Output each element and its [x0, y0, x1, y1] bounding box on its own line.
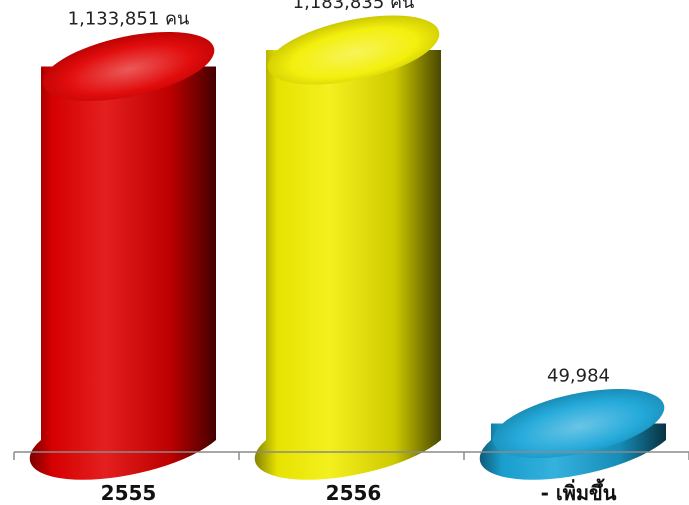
bar-top [492, 389, 665, 459]
bar-top [42, 31, 215, 101]
labels-layer: 1,133,851 คน 2555 1,183,835 คน 2556 49,984 - … [68, 0, 617, 505]
bars-layer [29, 15, 666, 480]
tick-label-2555: 2555 [101, 481, 157, 505]
bar-2555 [29, 31, 216, 480]
bar-body [29, 66, 216, 480]
x-axis [13, 451, 689, 460]
bar-2556 [254, 15, 441, 480]
bar-body [254, 50, 441, 480]
data-label-2556: 1,183,835 คน [293, 0, 415, 13]
bar-- เพิ่มขึ้น [479, 389, 666, 480]
data-label-- เพิ่มขึ้น: 49,984 [547, 366, 610, 387]
bar-top [267, 15, 440, 85]
data-label-2555: 1,133,851 คน [68, 8, 190, 29]
tick-label-2556: 2556 [326, 481, 382, 505]
tick-label-- เพิ่มขึ้น: - เพิ่มขึ้น [541, 478, 617, 505]
